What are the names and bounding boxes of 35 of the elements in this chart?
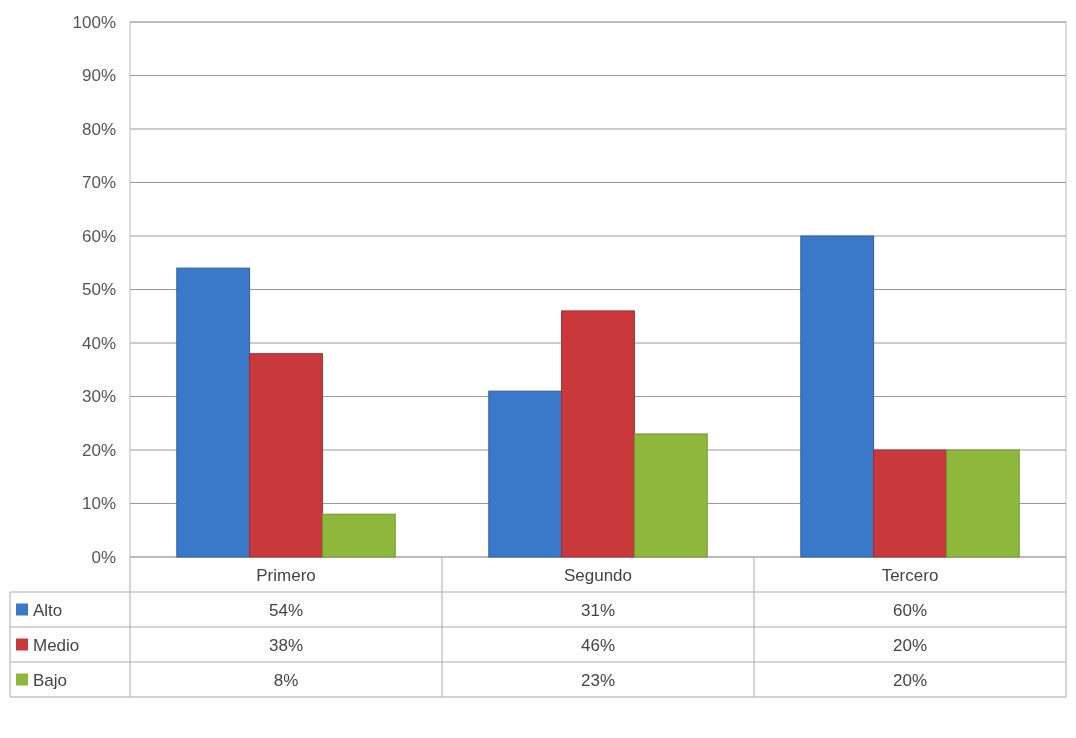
bar (249, 353, 323, 558)
legend-label: Medio (33, 635, 80, 655)
bar (800, 235, 875, 558)
y-tick-label: 60% (81, 226, 116, 246)
legend-label: Bajo (33, 670, 68, 690)
y-tick-label: 70% (81, 173, 116, 193)
bar (488, 390, 563, 558)
text: 60% (892, 600, 928, 620)
y-tick-label: 0% (91, 547, 116, 567)
bar (176, 267, 251, 558)
x-tick-label: Segundo (563, 565, 633, 585)
y-tick-label: 90% (81, 66, 116, 86)
y-tick-label: 10% (81, 494, 116, 514)
y-tick-label: 30% (81, 387, 116, 407)
x-tick-label: Tercero (881, 565, 939, 585)
text: 38% (268, 635, 304, 655)
y-tick-label: 80% (81, 119, 116, 139)
text: 23% (580, 670, 616, 690)
text: 20% (892, 635, 928, 655)
bar (945, 449, 1020, 558)
text: 31% (580, 600, 616, 620)
bar (633, 433, 708, 558)
y-tick-label: 50% (81, 280, 116, 300)
legend-label: Alto (33, 600, 63, 620)
text: 46% (580, 635, 616, 655)
bar (873, 449, 947, 558)
bar (321, 513, 396, 558)
bar (561, 310, 635, 558)
text: 8% (273, 670, 299, 690)
text: 54% (268, 600, 304, 620)
x-tick-label: Primero (256, 565, 316, 585)
y-tick-label: 40% (81, 333, 116, 353)
y-tick-label: 100% (72, 12, 116, 32)
text: 20% (892, 670, 928, 690)
y-tick-label: 20% (81, 440, 116, 460)
